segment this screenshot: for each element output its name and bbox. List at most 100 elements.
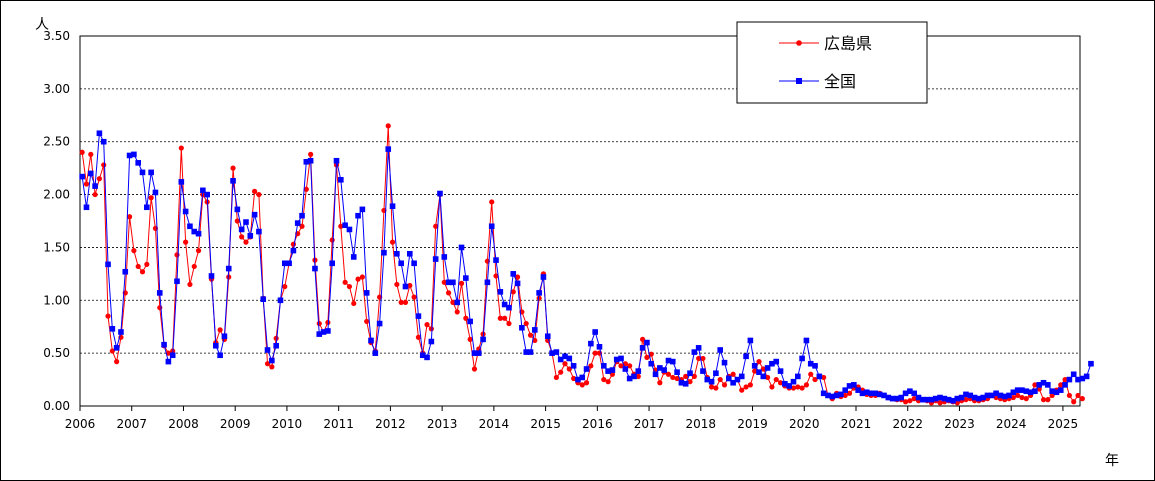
- data-point: [894, 395, 900, 402]
- data-point: [290, 247, 297, 254]
- data-point: [407, 282, 413, 289]
- series-hiroshima: [79, 123, 1085, 406]
- data-point: [881, 392, 887, 399]
- data-point: [165, 358, 172, 365]
- data-point: [932, 395, 939, 402]
- data-point: [747, 382, 753, 388]
- data-point: [588, 363, 594, 369]
- data-point: [156, 290, 163, 296]
- x-tick-label: 2012: [375, 417, 406, 431]
- data-point: [385, 123, 391, 129]
- data-point: [984, 392, 991, 399]
- data-point: [325, 328, 331, 334]
- data-point: [799, 385, 805, 391]
- data-point: [1027, 389, 1034, 396]
- data-point: [139, 269, 146, 275]
- data-point: [1010, 394, 1016, 401]
- data-point: [200, 187, 206, 194]
- data-point: [1023, 388, 1030, 394]
- data-point: [760, 366, 766, 372]
- data-point: [618, 355, 624, 362]
- x-tick-label: 2017: [634, 417, 665, 431]
- y-tick-label: 3.00: [43, 82, 70, 96]
- data-point: [109, 348, 115, 354]
- data-point: [165, 350, 171, 356]
- data-point: [579, 374, 586, 381]
- data-point: [605, 379, 611, 385]
- data-point: [212, 342, 219, 349]
- data-point: [269, 364, 275, 370]
- data-point: [174, 278, 180, 285]
- data-point: [687, 370, 693, 377]
- data-point: [622, 366, 629, 372]
- data-point: [204, 191, 210, 198]
- data-point: [872, 390, 879, 397]
- data-point: [1045, 382, 1051, 388]
- data-point: [226, 274, 232, 280]
- data-point: [967, 392, 974, 399]
- data-point: [394, 250, 400, 257]
- data-point: [566, 366, 572, 372]
- data-point: [549, 350, 555, 356]
- data-point: [497, 289, 504, 295]
- data-point: [299, 212, 305, 219]
- data-point: [1010, 389, 1017, 396]
- data-point: [700, 368, 706, 374]
- data-point: [726, 375, 732, 382]
- data-point: [812, 376, 818, 383]
- data-point: [752, 368, 758, 374]
- data-point: [523, 349, 529, 355]
- data-point: [114, 359, 120, 365]
- data-point: [713, 370, 719, 377]
- data-point: [1001, 393, 1008, 400]
- data-point: [859, 390, 866, 397]
- data-point: [751, 363, 758, 369]
- data-point: [264, 347, 271, 353]
- data-point: [441, 254, 448, 260]
- data-point: [1079, 375, 1086, 382]
- data-point: [743, 353, 749, 360]
- data-point: [756, 359, 762, 365]
- data-point: [558, 369, 564, 375]
- legend-marker-hiroshima: [796, 40, 802, 46]
- data-point: [941, 395, 948, 402]
- data-point: [739, 387, 745, 393]
- data-point: [269, 357, 275, 364]
- data-point: [816, 373, 823, 380]
- data-point: [657, 380, 663, 386]
- data-point: [704, 376, 711, 383]
- data-point: [825, 392, 831, 399]
- data-point: [419, 352, 426, 359]
- data-point: [135, 160, 141, 166]
- data-point: [113, 345, 120, 351]
- data-point: [191, 263, 197, 270]
- data-point: [394, 281, 400, 288]
- data-point: [1066, 392, 1072, 399]
- data-point: [721, 359, 728, 366]
- data-point: [1075, 392, 1081, 399]
- data-point: [846, 390, 853, 396]
- data-point: [945, 396, 952, 403]
- y-tick-label: 0.00: [43, 399, 70, 413]
- data-point: [109, 326, 116, 332]
- data-point: [182, 208, 189, 215]
- data-point: [458, 280, 465, 286]
- data-point: [976, 395, 982, 402]
- data-point: [471, 366, 478, 372]
- data-point: [765, 374, 771, 381]
- data-point: [575, 376, 581, 383]
- data-point: [730, 371, 736, 377]
- data-point: [855, 387, 861, 393]
- data-point: [790, 378, 797, 385]
- data-point: [351, 300, 357, 307]
- data-point: [463, 275, 469, 281]
- data-point: [294, 220, 301, 226]
- data-point: [96, 176, 102, 182]
- data-point: [290, 241, 296, 247]
- data-point: [695, 345, 702, 351]
- data-point: [1045, 397, 1051, 403]
- data-point: [234, 206, 241, 213]
- data-point: [777, 380, 784, 386]
- data-point: [303, 159, 310, 165]
- x-tick-label: 2010: [272, 417, 303, 431]
